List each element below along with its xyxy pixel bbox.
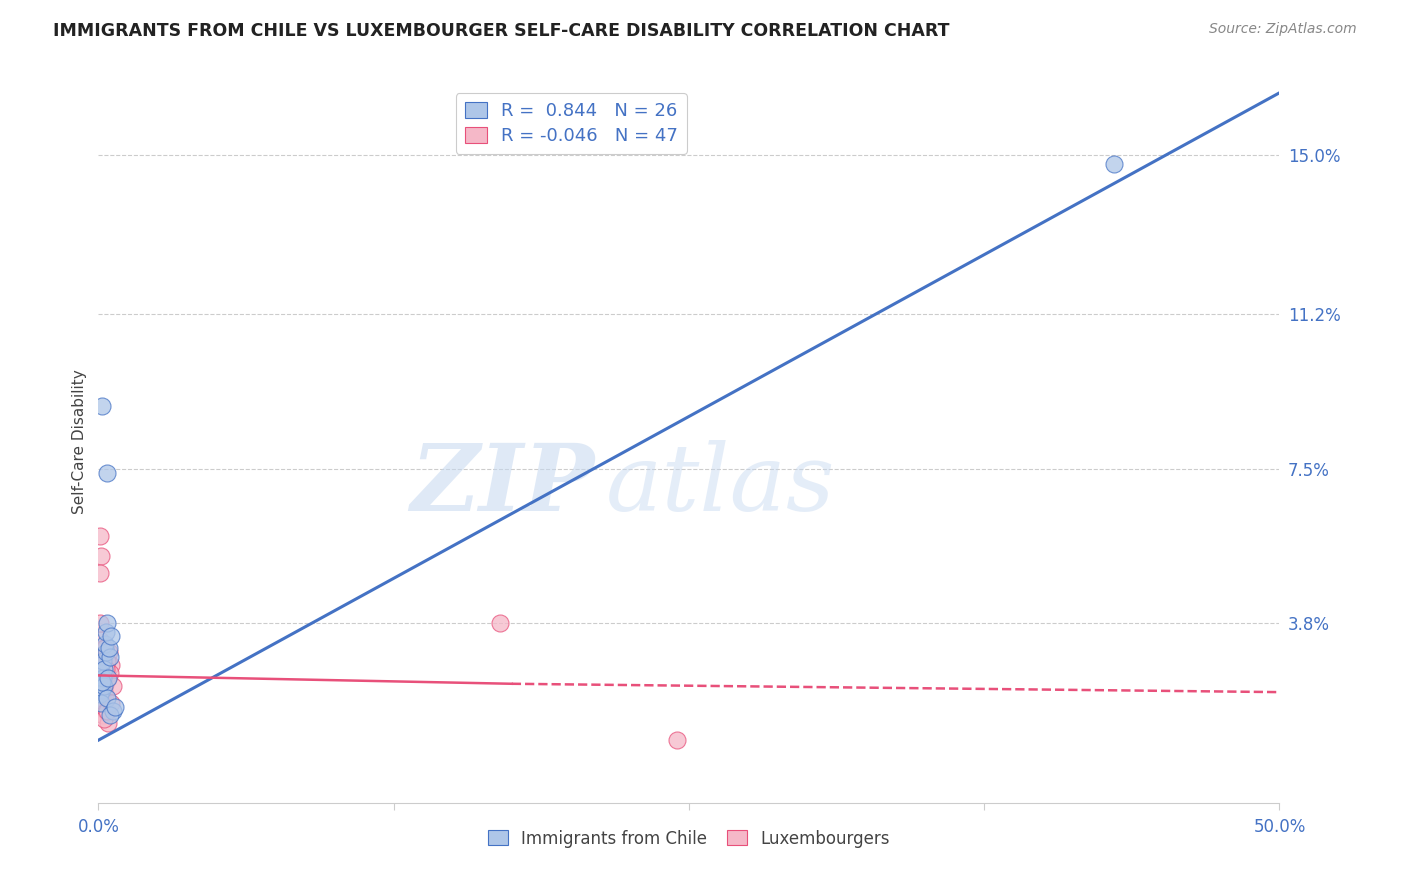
Point xyxy=(91,679,114,693)
Text: Source: ZipAtlas.com: Source: ZipAtlas.com xyxy=(1209,22,1357,37)
Point xyxy=(91,657,114,672)
Point xyxy=(89,666,111,681)
Point xyxy=(89,566,111,580)
Point xyxy=(93,662,115,676)
Point xyxy=(89,687,111,701)
Point xyxy=(93,683,115,698)
Point xyxy=(90,654,112,668)
Point xyxy=(96,691,118,706)
Point xyxy=(90,674,112,689)
Point xyxy=(90,699,112,714)
Point xyxy=(93,641,115,656)
Point xyxy=(94,662,117,676)
Point xyxy=(91,645,114,659)
Point xyxy=(90,657,112,672)
Point xyxy=(91,671,114,685)
Y-axis label: Self-Care Disability: Self-Care Disability xyxy=(72,369,87,514)
Point xyxy=(91,683,114,698)
Point xyxy=(90,549,112,564)
Point xyxy=(98,641,121,656)
Point xyxy=(93,671,115,685)
Point xyxy=(90,649,112,664)
Point xyxy=(89,616,111,631)
Text: IMMIGRANTS FROM CHILE VS LUXEMBOURGER SELF-CARE DISABILITY CORRELATION CHART: IMMIGRANTS FROM CHILE VS LUXEMBOURGER SE… xyxy=(53,22,950,40)
Point xyxy=(97,671,120,685)
Text: atlas: atlas xyxy=(606,440,835,530)
Point xyxy=(91,399,114,413)
Point xyxy=(94,704,117,718)
Point xyxy=(96,654,118,668)
Point xyxy=(91,674,114,689)
Point xyxy=(94,687,117,701)
Point xyxy=(94,641,117,656)
Point xyxy=(89,671,111,685)
Point xyxy=(90,666,112,681)
Point xyxy=(94,624,117,639)
Point xyxy=(97,671,120,685)
Point xyxy=(90,696,112,710)
Point xyxy=(91,666,114,681)
Point xyxy=(666,733,689,747)
Point xyxy=(93,662,115,676)
Point xyxy=(91,679,114,693)
Point xyxy=(93,662,115,676)
Point xyxy=(96,616,118,631)
Point xyxy=(98,649,121,664)
Point xyxy=(90,696,112,710)
Point xyxy=(98,645,121,659)
Point xyxy=(101,704,124,718)
Point xyxy=(91,683,114,698)
Point xyxy=(100,629,122,643)
Point xyxy=(98,708,121,723)
Point xyxy=(93,712,115,726)
Point xyxy=(94,637,117,651)
Point xyxy=(94,657,117,672)
Point xyxy=(90,666,112,681)
Point xyxy=(89,662,111,676)
Point xyxy=(89,528,111,542)
Point xyxy=(100,696,122,710)
Point xyxy=(97,716,120,731)
Point xyxy=(89,691,111,706)
Point xyxy=(91,654,114,668)
Point xyxy=(96,704,118,718)
Point xyxy=(91,674,114,689)
Point xyxy=(91,691,114,706)
Point xyxy=(98,666,121,681)
Point xyxy=(104,699,127,714)
Point xyxy=(94,645,117,659)
Point xyxy=(489,616,512,631)
Point xyxy=(93,679,115,693)
Point xyxy=(101,679,124,693)
Text: ZIP: ZIP xyxy=(411,440,595,530)
Legend: Immigrants from Chile, Luxembourgers: Immigrants from Chile, Luxembourgers xyxy=(479,822,898,856)
Point xyxy=(89,632,111,647)
Point xyxy=(96,654,118,668)
Point xyxy=(1102,157,1125,171)
Point xyxy=(100,657,122,672)
Point xyxy=(96,466,118,480)
Point xyxy=(94,674,117,689)
Point xyxy=(91,708,114,723)
